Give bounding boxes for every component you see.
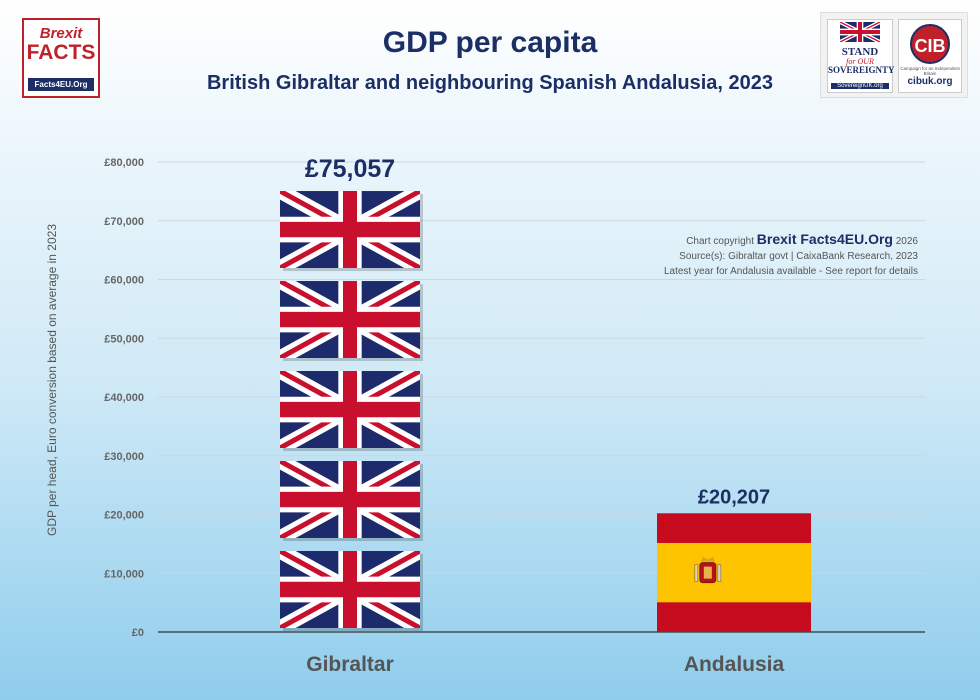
bar <box>280 191 423 631</box>
y-tick-label: £10,000 <box>104 568 144 580</box>
logo-line-3: Facts4EU.Org <box>28 78 94 91</box>
sov-line-1: STAND <box>841 46 879 58</box>
copyright-brand: Brexit Facts4EU.Org <box>756 231 893 247</box>
y-tick-label: £80,000 <box>104 157 144 169</box>
uk-flag-icon <box>280 281 420 358</box>
y-tick-label: £50,000 <box>104 333 144 345</box>
logo-line-1: Brexit <box>39 25 83 42</box>
spain-flag-yellow <box>657 542 811 603</box>
uk-flag-icon <box>280 371 420 448</box>
uk-flag-icon <box>280 461 420 538</box>
cib-tagline: Campaign for an Independent Britain <box>900 66 960 76</box>
caveat-line: Latest year for Andalusia available - Se… <box>663 266 918 277</box>
chart-title: GDP per capita <box>382 26 598 59</box>
data-label: £20,207 <box>698 486 770 508</box>
spain-coat-of-arms-icon <box>694 556 722 584</box>
sovereignty-logo: STAND for OUR SOVEREIGNTY SovereignUK.or… <box>827 19 895 93</box>
crest-inner <box>703 566 712 579</box>
y-tick-label: £70,000 <box>104 216 144 228</box>
chart-subtitle: British Gibraltar and neighbouring Spani… <box>206 72 774 94</box>
x-category-label: Gibraltar <box>306 653 394 676</box>
uk-flag-icon <box>280 191 420 268</box>
brexit-facts-logo: Brexit FACTS Facts4EU.Org <box>22 18 100 98</box>
cib-mark: CIB <box>910 24 950 64</box>
chart-notes: Chart copyright Brexit Facts4EU.Org 2026… <box>664 232 918 279</box>
y-tick-label: £60,000 <box>104 275 144 287</box>
crest-pillar-right <box>717 564 722 582</box>
copyright-line: Chart copyright Brexit Facts4EU.Org 2026 <box>664 232 918 249</box>
y-tick-label: £30,000 <box>104 451 144 463</box>
x-category-label: Andalusia <box>684 653 785 676</box>
sov-line-2: for OUR <box>846 57 874 66</box>
sov-line-3: SOVEREIGNTY <box>828 65 895 75</box>
crest-pillar-left <box>694 564 699 582</box>
cib-url: cibuk.org <box>907 76 953 87</box>
sov-url: SovereignUK.org <box>831 83 889 89</box>
copyright-year: 2026 <box>895 236 918 247</box>
y-tick-label: £40,000 <box>104 392 144 404</box>
y-tick-label: £20,000 <box>104 510 144 522</box>
logo-line-2: FACTS <box>26 41 96 64</box>
union-jack-icon <box>839 20 881 44</box>
cib-logo: CIB Campaign for an Independent Britain … <box>898 19 962 93</box>
sources-line: Source(s): Gibraltar govt | CaixaBank Re… <box>679 251 918 262</box>
crest-crown <box>700 556 715 562</box>
data-label: £75,057 <box>305 155 395 183</box>
bar <box>657 513 811 632</box>
copyright-prefix: Chart copyright <box>686 236 755 247</box>
uk-flag-icon <box>280 551 420 628</box>
y-tick-label: £0 <box>132 627 144 639</box>
partner-logos: STAND for OUR SOVEREIGNTY SovereignUK.or… <box>820 12 968 98</box>
